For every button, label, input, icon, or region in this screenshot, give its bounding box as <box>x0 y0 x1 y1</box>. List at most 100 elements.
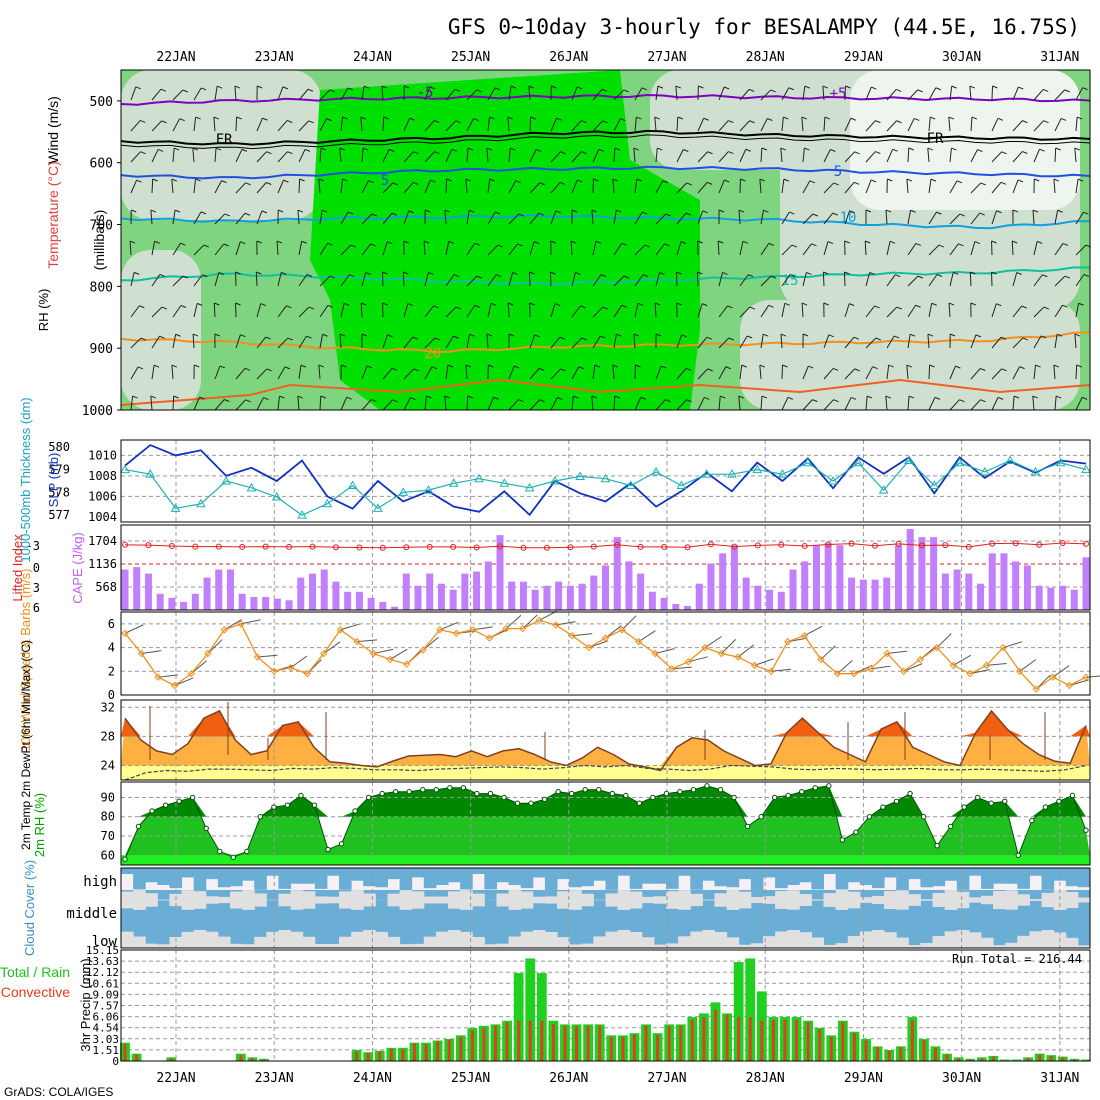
wind-barb-flag <box>573 395 579 399</box>
contour-label: 5 <box>381 173 389 189</box>
precip-tick-label: 1.51 <box>93 1044 120 1057</box>
cape-ylabel-left: Lifted Index <box>10 534 25 602</box>
thickness-point <box>802 457 813 467</box>
cape-bar <box>601 565 610 610</box>
cloud-high-bar <box>520 868 534 889</box>
wind-barb-flag <box>453 335 459 339</box>
wind-barb-flag <box>1076 116 1083 120</box>
wind-barb <box>655 180 664 194</box>
cloud-middle-gap <box>738 891 752 909</box>
wind-barb <box>172 395 175 411</box>
wind-barb-flag <box>889 240 896 244</box>
cloud-high-bar <box>460 868 473 890</box>
wind-barb-flag <box>655 333 662 337</box>
cape-bar <box>402 573 410 610</box>
wind-barb <box>655 86 659 101</box>
cloud-middle-gap <box>823 893 837 907</box>
wind-barb-flag <box>768 304 774 308</box>
wind-barb <box>1033 274 1043 287</box>
bottom-date-label: 29JAN <box>844 1071 883 1086</box>
cloud-middle-gap <box>314 896 328 904</box>
wind-barb <box>865 305 876 318</box>
wind-barb-flag <box>974 241 981 245</box>
precip-convective-bar <box>412 1043 416 1061</box>
wind10-barb <box>323 641 341 654</box>
wind-barb-flag <box>642 274 649 278</box>
wind-barb <box>151 241 156 256</box>
wind-barb <box>970 182 982 194</box>
wind-barb-flag <box>741 364 747 368</box>
thickness-point <box>777 469 788 478</box>
wind-barb-flag <box>1022 120 1028 124</box>
wind-barb-flag <box>738 209 745 213</box>
cloud-high-bar <box>472 868 485 875</box>
cloud-middle-gap <box>666 891 679 909</box>
wind-barb <box>633 334 636 349</box>
wind-barb-flag <box>140 119 146 123</box>
wind-barb <box>781 117 784 132</box>
cloud-low-gap <box>399 944 413 948</box>
precip-convective-bar <box>760 1020 764 1061</box>
wind-barb <box>970 149 978 163</box>
rh-point <box>149 808 155 814</box>
wind-barb-flag <box>538 212 545 216</box>
rh-point <box>541 796 548 803</box>
wind-barb-flag <box>467 395 473 399</box>
wind-barb <box>1012 179 1019 194</box>
wind-barb <box>360 117 363 132</box>
wind-barb <box>171 179 174 194</box>
wind10-barb <box>555 621 576 626</box>
wind10-barb <box>804 625 823 637</box>
wind-barb <box>718 396 721 411</box>
wind-barb-flag <box>1056 333 1063 337</box>
wind-barb <box>298 149 306 163</box>
cloud-middle-gap <box>775 891 788 909</box>
wind-barb-flag <box>446 178 452 182</box>
wind-barb-flag <box>665 399 671 403</box>
rh-point <box>257 814 264 820</box>
thickness-point <box>828 475 838 485</box>
cape-bar <box>191 593 199 610</box>
cape-bar <box>941 573 949 610</box>
wind-barb-flag <box>279 395 285 399</box>
wind-barb <box>466 147 469 163</box>
cloud-high-bar <box>302 868 316 884</box>
wind-barb <box>529 182 541 194</box>
thickness-series-line <box>124 459 1087 516</box>
thickness-tick-label: 578 <box>48 485 70 499</box>
wind-barb-flag <box>828 334 834 338</box>
cloud-high-bar <box>435 868 449 885</box>
wind-barb-flag <box>556 117 562 121</box>
wind10-point <box>601 634 610 642</box>
wind-barb <box>949 243 959 256</box>
wind10-barb <box>538 610 558 621</box>
cloud-high-bar <box>242 868 255 881</box>
precip-convective-bar <box>737 1017 741 1061</box>
rh-base-band <box>121 855 1090 865</box>
wind-barb-flag <box>910 209 916 213</box>
wind-barb-flag <box>200 87 207 91</box>
wind-barb-flag <box>949 333 956 337</box>
rh-point <box>839 837 846 843</box>
wind-barb-flag <box>297 395 303 399</box>
wind-barb <box>886 120 897 132</box>
wind-barb-flag <box>140 151 146 155</box>
wind10-barb <box>174 677 194 686</box>
wind-barb <box>214 365 221 380</box>
wind10-point <box>1016 667 1024 675</box>
precip-tick-label: 3.03 <box>93 1033 120 1046</box>
wind-barb <box>214 243 225 256</box>
wind-barb <box>907 304 917 318</box>
wind-barb-flag <box>971 116 978 120</box>
wind-barb <box>822 86 825 101</box>
wind-barb-flag <box>1032 395 1038 399</box>
wind-barb <box>1054 210 1059 225</box>
wind-barb-flag <box>664 243 670 247</box>
wind-barb <box>445 120 456 132</box>
precip-convective-bar <box>135 1054 139 1061</box>
wind-barb-flag <box>454 88 461 92</box>
cloud-low-gap <box>1077 945 1091 948</box>
lifted-index-point <box>1036 541 1043 548</box>
wind-barb-flag <box>621 242 627 246</box>
wind-barb <box>508 272 514 287</box>
